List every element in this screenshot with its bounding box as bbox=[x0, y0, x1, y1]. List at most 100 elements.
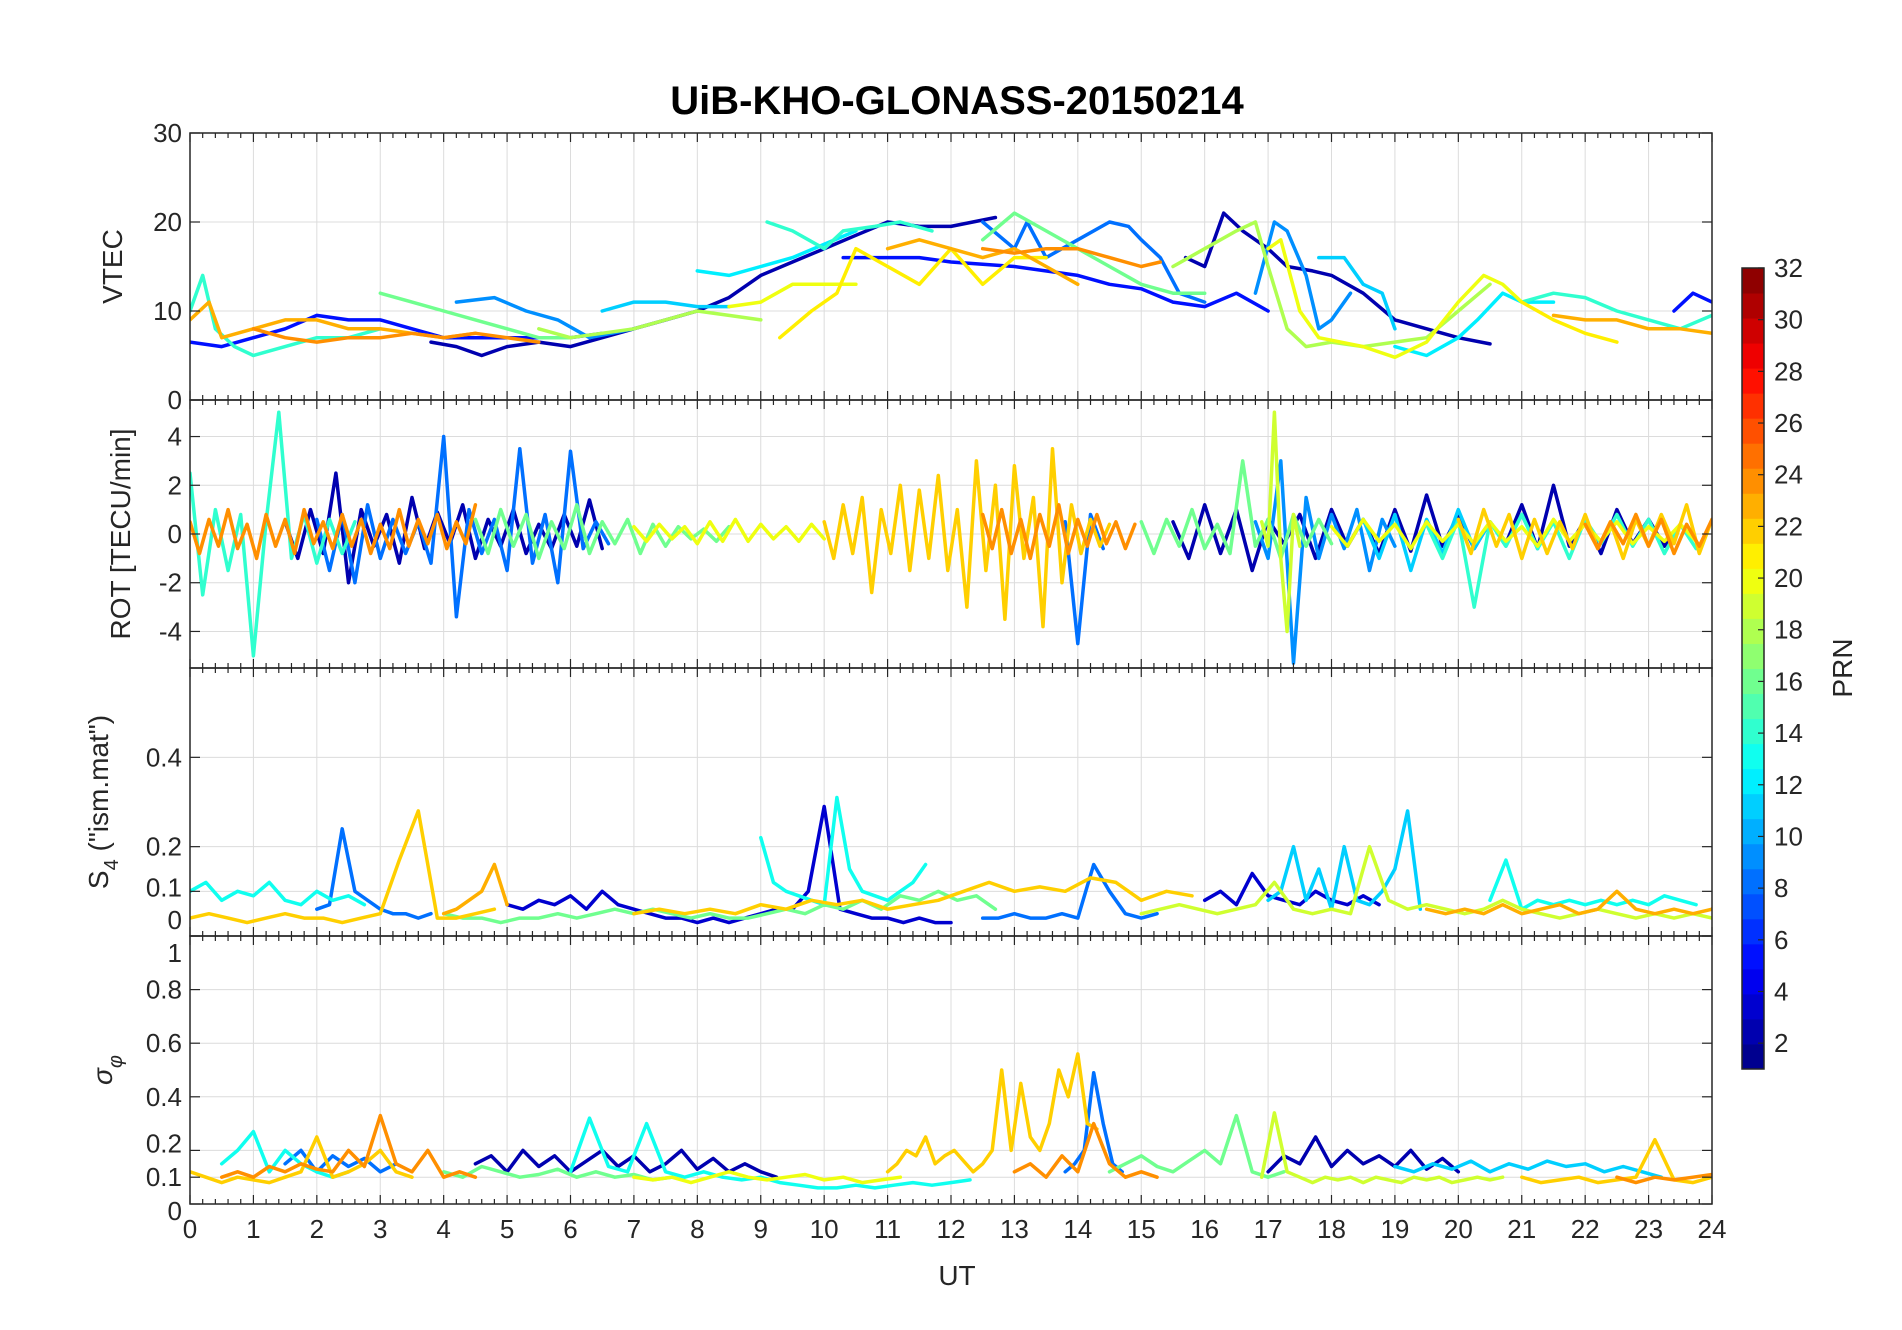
series-prn-22 bbox=[632, 876, 1194, 916]
x-tick-label: 3 bbox=[373, 1214, 387, 1244]
series-prn-20 bbox=[1266, 238, 1524, 360]
series-prn-2 bbox=[473, 1148, 779, 1179]
x-tick-label: 4 bbox=[436, 1214, 450, 1244]
series-prn-14 bbox=[1424, 512, 1698, 609]
y-tick-label: 0.4 bbox=[146, 742, 182, 772]
y-tick-label: 0.2 bbox=[146, 1128, 182, 1158]
x-tick-label: 21 bbox=[1507, 1214, 1536, 1244]
y-tick-label: 0.4 bbox=[146, 1082, 182, 1112]
y-tick-label: 0.8 bbox=[146, 975, 182, 1005]
x-tick-label: 19 bbox=[1380, 1214, 1409, 1244]
series-prn-16 bbox=[473, 503, 731, 561]
series-prn-16 bbox=[441, 889, 998, 925]
series-prn-2 bbox=[1183, 211, 1492, 346]
colorbar-swatch bbox=[1742, 618, 1764, 644]
colorbar-tick-label: 14 bbox=[1774, 718, 1803, 748]
y-tick-label: 2 bbox=[168, 470, 182, 500]
series-prn-13 bbox=[219, 1129, 351, 1179]
colorbar-tick-label: 2 bbox=[1774, 1028, 1788, 1058]
y-axis-label-base: VTEC bbox=[97, 229, 128, 304]
series-prn-14 bbox=[190, 410, 357, 658]
y-axis-label: ROT [TECU/min] bbox=[105, 428, 136, 639]
y-tick-label: 0 bbox=[168, 519, 182, 549]
y-tick-label: 10 bbox=[153, 296, 182, 326]
x-tick-label: 1 bbox=[246, 1214, 260, 1244]
y-tick-label: 30 bbox=[153, 118, 182, 148]
y-axis-label: σφ bbox=[87, 1055, 127, 1085]
series-prn-8 bbox=[1063, 512, 1105, 646]
colorbar-swatch bbox=[1742, 543, 1764, 569]
y-axis-label: S4 ("ism.mat") bbox=[83, 715, 123, 889]
y-axis-label: VTEC bbox=[97, 229, 128, 304]
colorbar-swatch bbox=[1742, 943, 1764, 970]
colorbar-swatch bbox=[1742, 368, 1764, 394]
y-axis-label-suffix: ("ism.mat") bbox=[83, 715, 114, 859]
chart-title: UiB-KHO-GLONASS-20150214 bbox=[670, 79, 1244, 123]
panel-1: 0 10 20 30 VTEC bbox=[97, 118, 1713, 415]
series-prn-11 bbox=[1393, 1159, 1664, 1179]
series-prn-22 bbox=[885, 1052, 1099, 1174]
x-tick-label: 0 bbox=[183, 1214, 197, 1244]
series-prn-13 bbox=[1488, 858, 1698, 911]
series-prn-5 bbox=[1672, 291, 1712, 313]
series-prn-18 bbox=[537, 309, 763, 340]
series-prn-24 bbox=[980, 246, 1163, 269]
x-tick-label: 2 bbox=[310, 1214, 324, 1244]
colorbar-tick-label: 22 bbox=[1774, 511, 1803, 541]
colorbar-tick-label: 32 bbox=[1774, 253, 1803, 283]
x-tick-label: 14 bbox=[1063, 1214, 1092, 1244]
y-axis-label-subscript: 4 bbox=[101, 859, 123, 870]
colorbar-swatch bbox=[1742, 393, 1764, 419]
colorbar-tick-label: 10 bbox=[1774, 821, 1803, 851]
series-prn-16 bbox=[1107, 1113, 1286, 1179]
colorbar-swatch bbox=[1742, 718, 1764, 745]
x-tick-label: 10 bbox=[810, 1214, 839, 1244]
colorbar-swatch bbox=[1742, 668, 1764, 695]
series-prn-3 bbox=[1202, 871, 1381, 907]
colorbar-tick-label: 20 bbox=[1774, 563, 1803, 593]
y-tick-label: 0.1 bbox=[146, 872, 182, 902]
y-tick-label: 0 bbox=[168, 905, 182, 935]
x-tick-label: 18 bbox=[1317, 1214, 1346, 1244]
series-prn-11 bbox=[1317, 255, 1397, 331]
colorbar-tick-label: 30 bbox=[1774, 305, 1803, 335]
colorbar-swatch bbox=[1742, 568, 1764, 594]
colorbar-tick-label: 28 bbox=[1774, 356, 1803, 386]
series-prn-2 bbox=[1266, 1135, 1461, 1174]
series-prn-16 bbox=[980, 211, 1207, 295]
x-tick-label: 17 bbox=[1254, 1214, 1283, 1244]
colorbar-frame bbox=[1741, 267, 1765, 1070]
colorbar-swatch bbox=[1742, 343, 1764, 369]
colorbar-swatch bbox=[1742, 418, 1764, 444]
colorbar-swatch bbox=[1742, 743, 1764, 770]
colorbar-swatch bbox=[1742, 768, 1764, 795]
y-tick-label: 4 bbox=[168, 422, 182, 452]
y-axis-label-subscript: φ bbox=[105, 1055, 127, 1068]
colorbar-swatch bbox=[1742, 993, 1764, 1020]
x-tick-label: 15 bbox=[1127, 1214, 1156, 1244]
series-prn-5 bbox=[841, 255, 1270, 313]
y-tick-label: -4 bbox=[159, 616, 182, 646]
y-tick-label: -2 bbox=[159, 568, 182, 598]
series-prn-16 bbox=[441, 1164, 674, 1182]
series-prn-14 bbox=[765, 220, 934, 251]
series-prn-24 bbox=[1583, 512, 1712, 556]
series-prn-9 bbox=[454, 295, 636, 340]
colorbar-swatch bbox=[1742, 268, 1764, 294]
colorbar-swatch bbox=[1742, 843, 1764, 870]
x-tick-label: 20 bbox=[1444, 1214, 1473, 1244]
y-axis-label-base: ROT [TECU/min] bbox=[105, 428, 136, 639]
colorbar-swatch bbox=[1742, 818, 1764, 845]
colorbar-swatch bbox=[1742, 493, 1764, 519]
colorbar-tick-label: 16 bbox=[1774, 666, 1803, 696]
colorbar-swatch bbox=[1742, 518, 1764, 544]
colorbar-swatch bbox=[1742, 793, 1764, 820]
x-tick-label: 13 bbox=[1000, 1214, 1029, 1244]
series-prn-23 bbox=[1551, 313, 1712, 336]
series-prn-24 bbox=[1615, 1172, 1712, 1185]
series-prn-20 bbox=[727, 282, 858, 309]
series-prn-23 bbox=[1424, 889, 1712, 916]
series-prn-8 bbox=[315, 434, 611, 619]
